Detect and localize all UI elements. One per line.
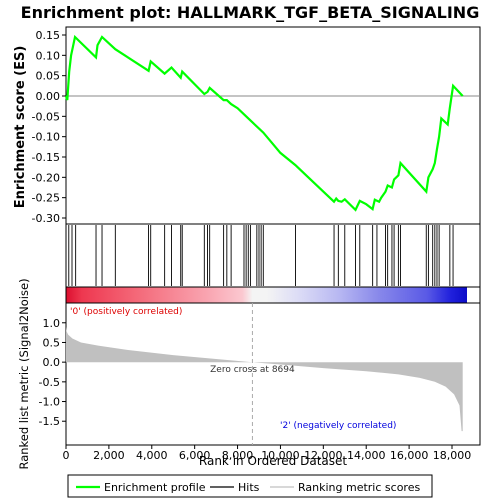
metric-y-tick-label: -1.5 bbox=[39, 415, 60, 428]
chart-title: Enrichment plot: HALLMARK_TGF_BETA_SIGNA… bbox=[21, 3, 480, 22]
zero-cross-label: Zero cross at 8694 bbox=[210, 365, 295, 375]
metric-y-label: Ranked list metric (Signal2Noise) bbox=[17, 278, 31, 469]
x-axis-label: Rank in Ordered Dataset bbox=[199, 454, 347, 468]
es-plot-frame bbox=[65, 26, 481, 225]
negative-correlation-label: '2' (negatively correlated) bbox=[280, 421, 396, 431]
hits-panel bbox=[65, 223, 481, 288]
rank-heatmap bbox=[65, 286, 481, 304]
es-y-label: Enrichment score (ES) bbox=[13, 46, 28, 209]
x-tick-label: 6,000 bbox=[179, 449, 211, 462]
metric-y-tick-label: 1.0 bbox=[43, 317, 61, 330]
es-y-tick-label: 0.10 bbox=[36, 49, 61, 62]
x-tick-label: 0 bbox=[63, 449, 70, 462]
metric-y-tick-label: -0.5 bbox=[39, 376, 60, 389]
x-axis: 0 2,000 4,000 6,000 8,000 10,000 12,000 14,000 1… bbox=[63, 445, 472, 462]
es-y-axis: 0.15 0.10 0.05 0.00 -0.05 -0.10 -0.15 -0.20 -0.2… bbox=[32, 29, 66, 225]
x-tick-label: 4,000 bbox=[136, 449, 168, 462]
x-tick-label: 16,000 bbox=[390, 449, 429, 462]
legend-label-hits: Hits bbox=[238, 481, 260, 494]
es-y-tick-label: -0.20 bbox=[32, 171, 60, 184]
es-y-tick-label: -0.10 bbox=[32, 131, 60, 144]
x-tick-label: 8,000 bbox=[222, 449, 254, 462]
es-y-tick-label: -0.30 bbox=[32, 212, 60, 225]
positive-correlation-label: '0' (positively correlated) bbox=[70, 307, 182, 317]
es-y-tick-label: 0.15 bbox=[36, 29, 61, 42]
es-y-tick-label: 0.05 bbox=[36, 70, 61, 83]
hit-marks bbox=[68, 225, 454, 286]
hits-frame bbox=[65, 223, 481, 288]
legend-frame bbox=[67, 474, 433, 498]
enrichment-profile-line bbox=[64, 34, 464, 212]
legend: Enrichment profile Hits Ranking metric s… bbox=[67, 474, 433, 498]
x-tick-label: 18,000 bbox=[433, 449, 472, 462]
metric-panel: Zero cross at 8694 '0' (positively corre… bbox=[17, 278, 481, 470]
es-y-tick-label: -0.05 bbox=[32, 110, 60, 123]
rank-color-bar bbox=[66, 287, 467, 303]
x-tick-label: 2,000 bbox=[93, 449, 125, 462]
legend-label-enrichment-profile: Enrichment profile bbox=[104, 481, 206, 494]
x-tick-label: 12,000 bbox=[304, 449, 343, 462]
es-y-tick-label: -0.25 bbox=[32, 192, 60, 205]
metric-y-tick-label: 0.0 bbox=[43, 356, 61, 369]
metric-y-tick-label: 0.5 bbox=[43, 336, 61, 349]
es-y-tick-label: 0.00 bbox=[36, 90, 61, 103]
x-tick-label: 14,000 bbox=[347, 449, 386, 462]
metric-y-axis: 1.0 0.5 0.0 -0.5 -1.0 -1.5 bbox=[39, 317, 66, 428]
es-y-tick-label: -0.15 bbox=[32, 151, 60, 164]
metric-y-tick-label: -1.0 bbox=[39, 396, 60, 409]
legend-label-ranking-metric: Ranking metric scores bbox=[298, 481, 420, 494]
es-panel: 0.15 0.10 0.05 0.00 -0.05 -0.10 -0.15 -0.20 -0.2… bbox=[13, 26, 481, 225]
x-tick-label: 10,000 bbox=[261, 449, 300, 462]
